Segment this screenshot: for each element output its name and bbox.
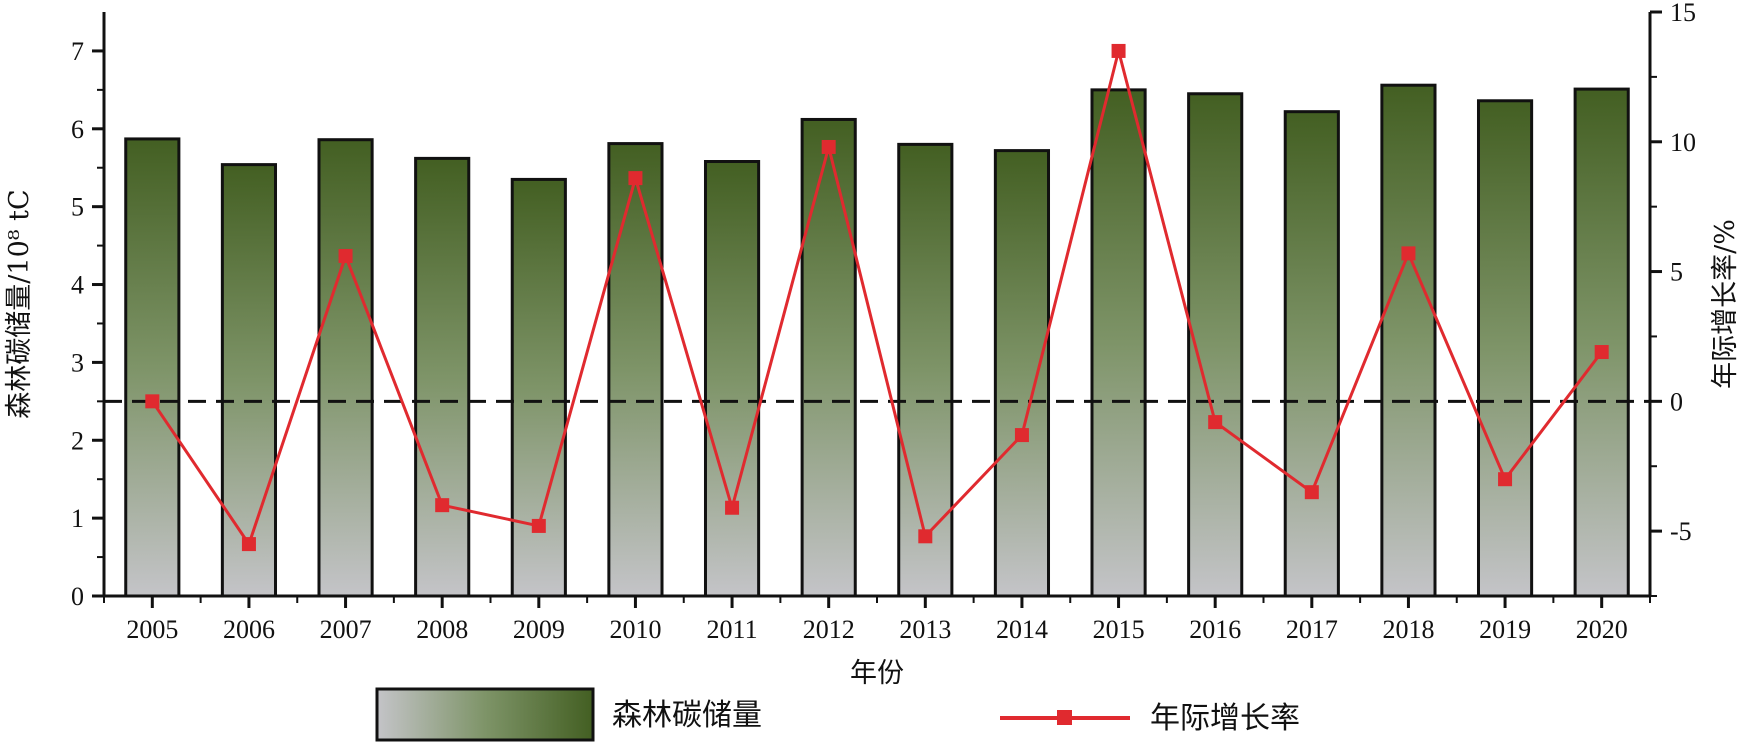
growth-rate-point-2009 (531, 518, 546, 533)
x-tick-label: 2007 (320, 615, 372, 644)
bar-2008 (414, 156, 471, 598)
growth-rate-point-2006 (241, 537, 256, 552)
legend-swatch-bars (375, 687, 595, 742)
bar-2014 (993, 149, 1051, 598)
x-tick-label: 2006 (223, 615, 275, 644)
x-tick-label: 2009 (513, 615, 565, 644)
legend-label-bars: 森林碳储量 (612, 698, 762, 733)
x-axis-title: 年份 (850, 658, 904, 689)
bar-2013 (897, 142, 954, 598)
left-tick-label: 0 (71, 582, 84, 611)
growth-rate-series (145, 43, 1609, 552)
right-tick-label: 15 (1670, 0, 1696, 27)
right-axis-title: 年际增长率/% (1710, 219, 1741, 389)
bar-2005 (124, 137, 181, 598)
right-tick-label: 10 (1670, 128, 1696, 157)
bar-2012 (800, 117, 857, 598)
x-tick-label: 2018 (1382, 615, 1434, 644)
x-tick-label: 2008 (416, 615, 468, 644)
growth-rate-point-2014 (1014, 428, 1029, 443)
bar-2016 (1187, 92, 1244, 598)
growth-rate-point-2015 (1111, 43, 1126, 58)
bar-2007 (317, 138, 374, 598)
x-tick-label: 2013 (899, 615, 951, 644)
x-tick-label: 2020 (1576, 615, 1628, 644)
left-axis-ticks: 0 1 2 3 4 5 6 7 (71, 37, 104, 611)
bar-2011 (703, 160, 761, 598)
left-tick-label: 3 (71, 348, 84, 377)
right-tick-label: -5 (1670, 517, 1692, 546)
growth-rate-point-2017 (1304, 485, 1319, 500)
right-axis-ticks: -5 0 5 10 15 (1650, 0, 1696, 597)
growth-rate-point-2019 (1498, 472, 1513, 487)
bar-2019 (1476, 99, 1534, 598)
left-tick-label: 6 (71, 115, 84, 144)
left-tick-label: 4 (71, 271, 84, 300)
left-tick-label: 5 (71, 193, 84, 222)
x-tick-label: 2011 (707, 615, 758, 644)
right-tick-label: 0 (1670, 387, 1683, 416)
left-tick-label: 1 (71, 504, 84, 533)
growth-rate-point-2010 (628, 171, 643, 186)
bar-2018 (1380, 83, 1437, 598)
x-tick-label: 2019 (1479, 615, 1531, 644)
growth-rate-point-2016 (1208, 415, 1223, 430)
bar-2010 (607, 142, 664, 598)
growth-rate-line (151, 50, 1603, 548)
legend-label-line: 年际增长率 (1150, 701, 1300, 736)
growth-rate-point-2008 (435, 498, 450, 513)
right-tick-label: 5 (1670, 258, 1683, 287)
bar-2006 (220, 163, 278, 598)
growth-rate-point-2005 (145, 394, 160, 409)
growth-rate-point-2012 (821, 139, 836, 154)
x-tick-label: 2016 (1189, 615, 1241, 644)
x-tick-label: 2005 (126, 615, 178, 644)
bar-series (124, 83, 1630, 598)
x-tick-label: 2017 (1286, 615, 1338, 644)
growth-rate-point-2013 (918, 529, 933, 544)
bar-2015 (1090, 88, 1147, 598)
left-axis-title: 森林碳储量/10⁸ tC (4, 189, 35, 418)
legend-swatch-marker (1057, 710, 1072, 725)
growth-rate-point-2020 (1594, 345, 1609, 360)
x-tick-label: 2014 (996, 615, 1048, 644)
x-tick-label: 2012 (803, 615, 855, 644)
legend: 森林碳储量 年际增长率 (375, 687, 1300, 742)
left-tick-label: 2 (71, 426, 84, 455)
growth-rate-point-2011 (725, 500, 740, 515)
growth-rate-point-2007 (338, 248, 353, 263)
x-axis-ticks: 2005 2006 2007 2008 2009 2010 2011 2012 2013 2014… (103, 596, 1651, 644)
x-tick-label: 2015 (1093, 615, 1145, 644)
bar-2020 (1573, 87, 1630, 598)
growth-rate-point-2018 (1401, 246, 1416, 261)
bar-2017 (1283, 110, 1340, 598)
x-tick-label: 2010 (609, 615, 661, 644)
bar-2009 (510, 177, 567, 598)
left-tick-label: 7 (71, 37, 84, 66)
